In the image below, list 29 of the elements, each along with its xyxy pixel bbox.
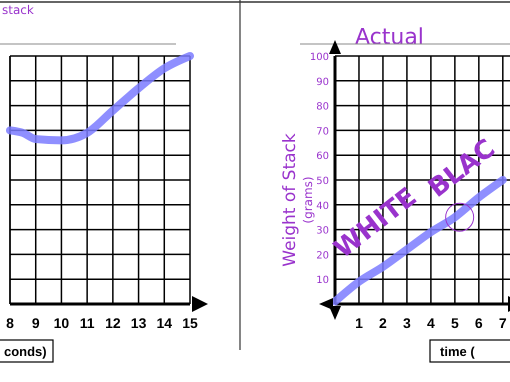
y-tick-label: 50: [316, 176, 329, 187]
x-tick-label: 13: [130, 315, 147, 331]
x-tick-label: 15: [182, 315, 198, 331]
y-tick-label: 20: [316, 250, 329, 262]
x-tick-label: 5: [450, 315, 459, 331]
x-tick-label: 12: [105, 315, 121, 331]
x-axis-title: conds): [4, 344, 47, 359]
chart-title: stack: [2, 3, 34, 17]
x-tick-label: 8: [6, 315, 14, 331]
x-tick-label: 2: [379, 315, 388, 331]
y-tick-label: 100: [310, 52, 329, 63]
y-tick-label: 60: [316, 151, 329, 162]
x-tick-label: 7: [498, 315, 507, 331]
y-tick-label: 80: [316, 102, 329, 113]
x-tick-label: 3: [403, 315, 412, 331]
x-tick-label: 11: [80, 315, 95, 331]
y-tick-label: 40: [316, 200, 329, 212]
y-tick-label: 10: [316, 275, 329, 286]
x-tick-label: 4: [426, 315, 435, 331]
y-tick-label: 90: [316, 76, 329, 88]
y-tick-label: 70: [316, 126, 329, 138]
x-tick-label: 1: [355, 315, 364, 331]
y-axis-title: Weight of Stack (grams): [280, 133, 315, 267]
x-axis-title: time (: [440, 344, 476, 359]
y-tick-label: 30: [316, 226, 329, 237]
x-tick-label: 6: [474, 315, 483, 331]
x-tick-label: 9: [32, 315, 40, 331]
x-tick-label: 10: [54, 315, 70, 331]
x-tick-label: 14: [156, 315, 172, 331]
